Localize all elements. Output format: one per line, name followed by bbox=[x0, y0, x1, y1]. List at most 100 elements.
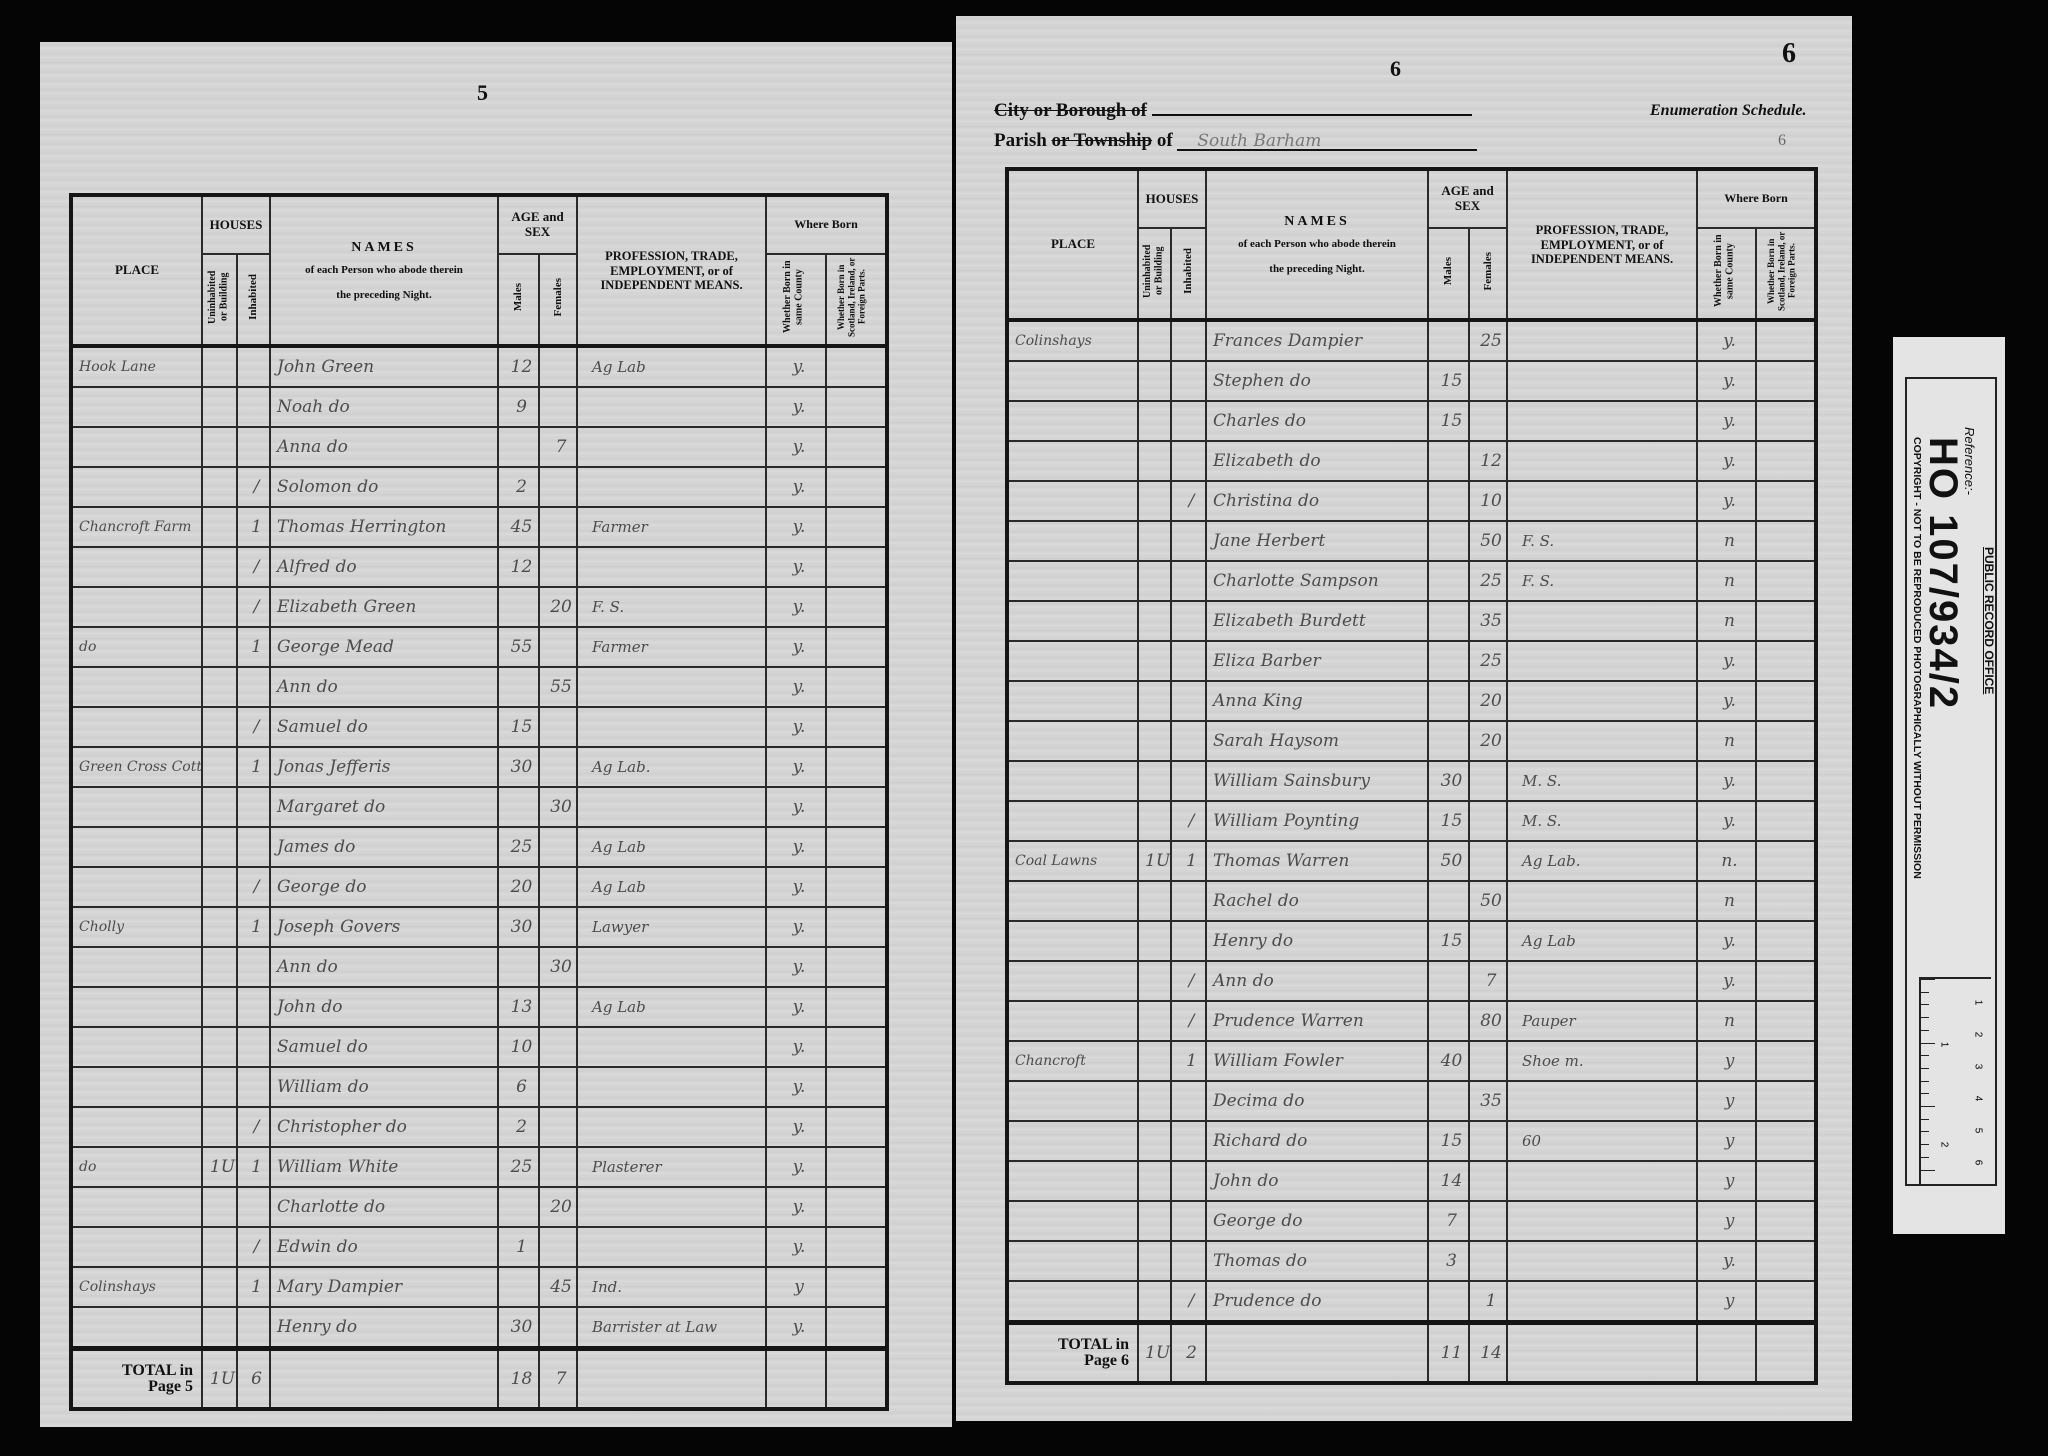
born-county-cell: n bbox=[1696, 600, 1758, 643]
male-age-cell bbox=[1427, 600, 1470, 643]
born-elsewhere-cell bbox=[1755, 1160, 1818, 1203]
place-cell: Chancroft Farm bbox=[70, 506, 203, 549]
inhabited-cell: / bbox=[236, 586, 271, 629]
table-row: Samuel do 10 y. bbox=[70, 1026, 889, 1069]
born-elsewhere-cell bbox=[825, 866, 889, 909]
uninhabited-cell bbox=[201, 466, 238, 509]
table-row: / Prudence Warren 80 Pauper n bbox=[1006, 1000, 1818, 1043]
census-table-page-6: PLACE HOUSES NAMES of each Person who abode… bbox=[1005, 167, 1819, 1386]
inhabited-cell: 1 bbox=[1170, 1040, 1207, 1083]
born-county-cell: y bbox=[765, 1266, 828, 1309]
total-row: TOTAL in Page 6 1U 2 11 14 bbox=[1006, 1320, 1818, 1385]
place-cell bbox=[1006, 880, 1139, 923]
table-row: / William Poynting 15 M. S. y. bbox=[1006, 800, 1818, 843]
born-elsewhere-cell bbox=[825, 1226, 889, 1269]
total-blank bbox=[576, 1346, 768, 1411]
table-row: Henry do 30 Barrister at Law y. bbox=[70, 1306, 889, 1350]
inhabited-cell: 1 bbox=[236, 506, 271, 549]
page-number: 5 bbox=[477, 80, 488, 105]
born-county-cell: n bbox=[1696, 720, 1758, 763]
born-county-cell: y bbox=[1696, 1120, 1758, 1163]
scale-tick bbox=[1921, 1004, 1929, 1006]
born-county-cell: y. bbox=[765, 866, 828, 909]
name-cell: Alfred do bbox=[269, 546, 499, 589]
born-elsewhere-header: Whether Born in Scotland, Ireland, or Fo… bbox=[1755, 226, 1818, 322]
scale-cm-label: 4 bbox=[1972, 1095, 1984, 1102]
inhabited-cell bbox=[1170, 760, 1207, 803]
born-elsewhere-cell bbox=[1755, 1280, 1818, 1324]
profession-cell: F. S. bbox=[1506, 560, 1699, 603]
total-males: 18 bbox=[497, 1346, 540, 1411]
scale-tick bbox=[1921, 1156, 1929, 1158]
inhabited-cell bbox=[1170, 1120, 1207, 1163]
place-cell bbox=[70, 1026, 203, 1069]
born-elsewhere-cell bbox=[1755, 720, 1818, 763]
uninhabited-cell bbox=[201, 345, 238, 389]
names-title: NAMES bbox=[1284, 214, 1350, 229]
born-elsewhere-cell bbox=[825, 1306, 889, 1350]
female-age-cell: 50 bbox=[1467, 880, 1509, 923]
scale-cm-label: 3 bbox=[1972, 1063, 1984, 1070]
place-cell bbox=[1006, 1240, 1139, 1283]
uninhabited-header: Uninhabited or Building bbox=[1137, 226, 1172, 322]
place-cell bbox=[70, 866, 203, 909]
table-row: Ann do 55 y. bbox=[70, 666, 889, 709]
table-row: / Samuel do 15 y. bbox=[70, 706, 889, 749]
born-county-cell: y. bbox=[765, 426, 828, 469]
male-age-cell bbox=[1427, 1000, 1470, 1043]
profession-cell bbox=[1506, 880, 1699, 923]
born-elsewhere-cell bbox=[1755, 760, 1818, 803]
female-age-cell bbox=[537, 866, 579, 909]
name-cell: Solomon do bbox=[269, 466, 499, 509]
name-cell: George Mead bbox=[269, 626, 499, 669]
inhabited-cell: 1 bbox=[236, 626, 271, 669]
profession-cell: Ag Lab bbox=[576, 986, 768, 1029]
inhabited-cell bbox=[236, 1186, 271, 1229]
female-age-cell: 1 bbox=[1467, 1280, 1509, 1324]
table-row: Elizabeth Burdett 35 n bbox=[1006, 600, 1818, 643]
total-blank bbox=[765, 1346, 828, 1411]
uninhabited-cell bbox=[1137, 480, 1172, 523]
inhabited-cell: / bbox=[236, 466, 271, 509]
name-cell: Stephen do bbox=[1205, 360, 1429, 403]
uninhabited-cell bbox=[1137, 319, 1172, 363]
female-age-cell bbox=[537, 1066, 579, 1109]
place-cell bbox=[70, 426, 203, 469]
table-row: William Sainsbury 30 M. S. y. bbox=[1006, 760, 1818, 803]
male-age-cell bbox=[1427, 680, 1470, 723]
place-cell bbox=[1006, 640, 1139, 683]
male-age-cell bbox=[497, 946, 540, 989]
inhabited-cell bbox=[1170, 560, 1207, 603]
scale-tick bbox=[1921, 1093, 1929, 1095]
inhabited-cell bbox=[1170, 1200, 1207, 1243]
born-county-cell: y. bbox=[765, 466, 828, 509]
total-row: TOTAL in Page 5 1U 6 18 7 bbox=[70, 1346, 889, 1411]
table-row: / Edwin do 1 y. bbox=[70, 1226, 889, 1269]
males-header: Males bbox=[497, 252, 540, 348]
profession-cell: Ag Lab bbox=[576, 345, 768, 389]
place-cell bbox=[70, 706, 203, 749]
male-age-cell bbox=[1427, 319, 1470, 363]
inhabited-cell bbox=[236, 986, 271, 1029]
inhabited-cell bbox=[1170, 720, 1207, 763]
names-sub2: the preceding Night. bbox=[1269, 262, 1365, 275]
female-age-cell: 80 bbox=[1467, 1000, 1509, 1043]
place-cell: Cholly bbox=[70, 906, 203, 949]
male-age-cell: 30 bbox=[497, 746, 540, 789]
profession-cell: Shoe m. bbox=[1506, 1040, 1699, 1083]
born-county-cell: y. bbox=[1696, 1240, 1758, 1283]
born-county-header: Whether Born in same County bbox=[765, 252, 828, 348]
born-elsewhere-cell bbox=[1755, 1240, 1818, 1283]
female-age-cell: 7 bbox=[537, 426, 579, 469]
profession-cell bbox=[576, 1226, 768, 1269]
houses-header: HOUSES bbox=[1137, 168, 1207, 229]
born-elsewhere-cell bbox=[825, 746, 889, 789]
uninhabited-cell bbox=[1137, 560, 1172, 603]
profession-header: PROFESSION, TRADE, EMPLOYMENT, or of IND… bbox=[1506, 167, 1699, 322]
uninhabited-cell bbox=[201, 626, 238, 669]
place-cell bbox=[1006, 560, 1139, 603]
male-age-cell: 15 bbox=[1427, 800, 1470, 843]
name-cell: Christopher do bbox=[269, 1106, 499, 1149]
female-age-cell: 30 bbox=[537, 946, 579, 989]
place-cell: Colinshays bbox=[70, 1266, 203, 1309]
